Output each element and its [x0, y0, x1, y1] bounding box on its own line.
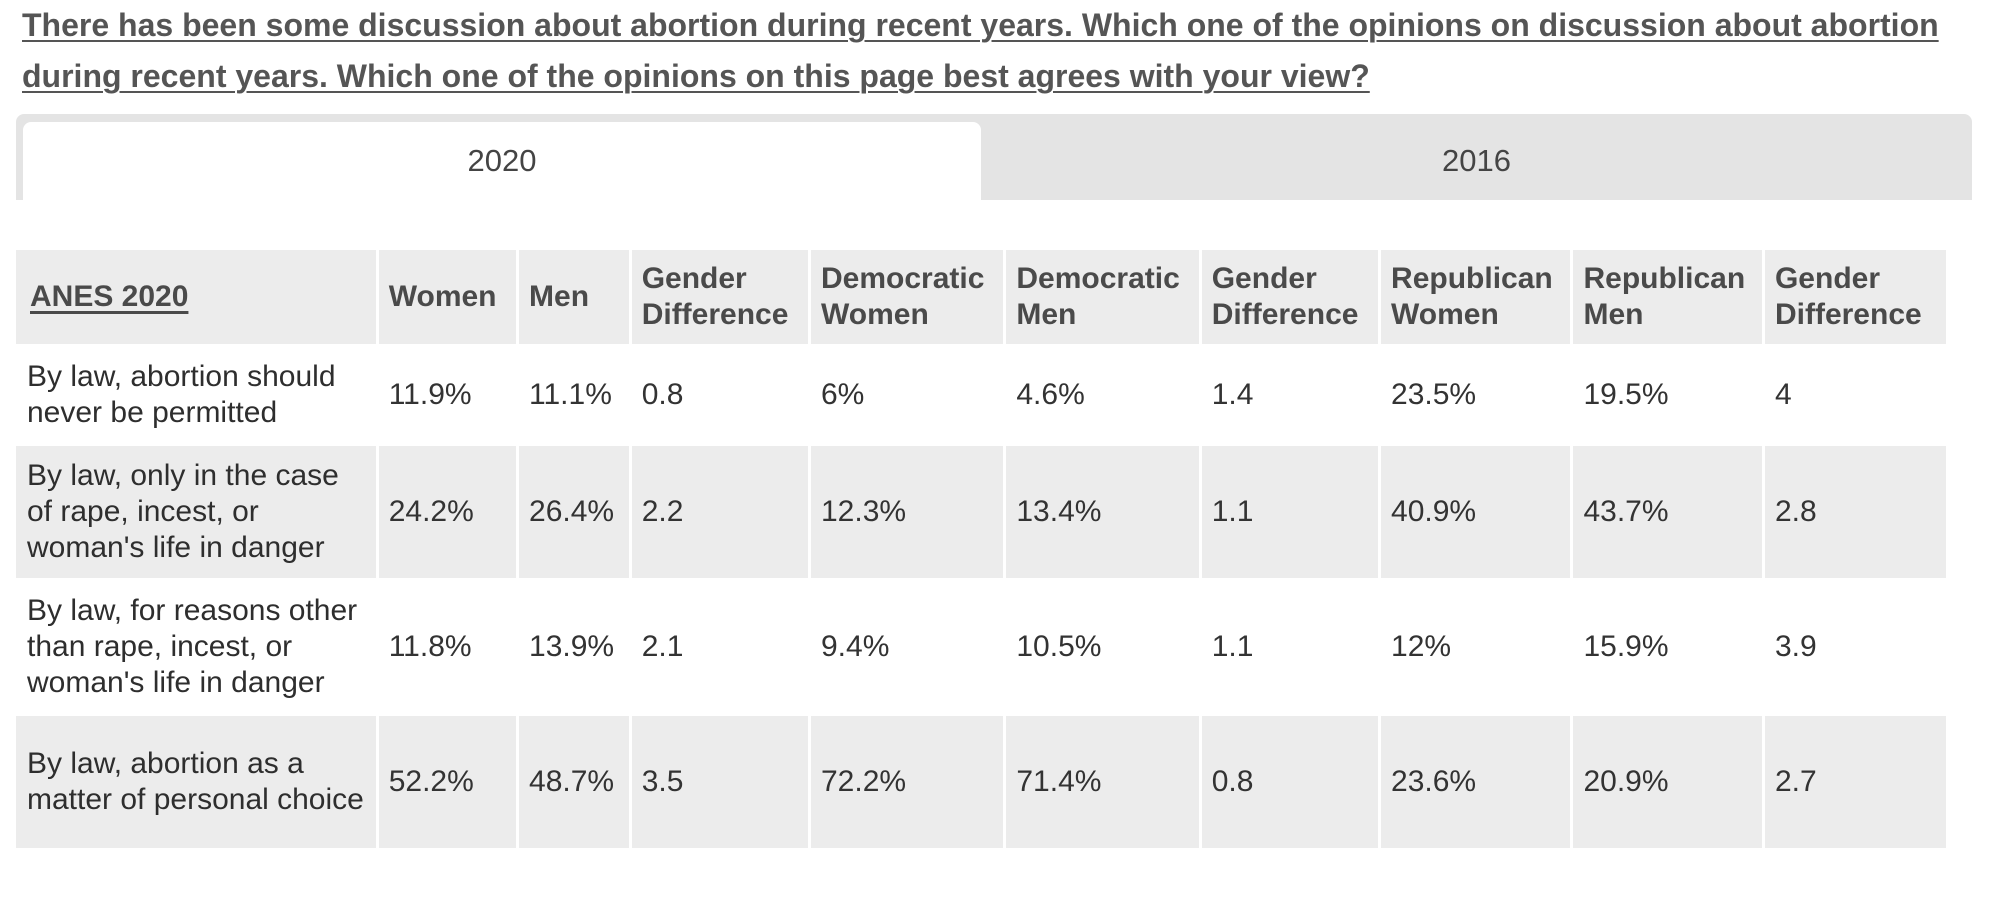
table-row: By law, abortion should never be permitt…	[16, 347, 1946, 443]
table-cell: 26.4%	[519, 446, 629, 578]
table-row: By law, abortion as a matter of personal…	[16, 716, 1946, 848]
table-cell: 4.6%	[1006, 347, 1199, 443]
table-row: By law, only in the case of rape, incest…	[16, 446, 1946, 578]
table-cell: 12.3%	[811, 446, 1004, 578]
results-table: ANES 2020 Women Men Gender Difference De…	[13, 247, 1949, 851]
table-cell: 11.8%	[378, 581, 517, 713]
table-cell: 19.5%	[1573, 347, 1762, 443]
table-cell: 1.1	[1201, 581, 1379, 713]
table-cell: 71.4%	[1006, 716, 1199, 848]
survey-question: There has been some discussion about abo…	[22, 7, 1939, 94]
year-tab-bar: 2020 2016	[16, 114, 1972, 200]
table-cell: 72.2%	[811, 716, 1004, 848]
table-cell: 2.8	[1764, 446, 1946, 578]
table-cell: 12%	[1381, 581, 1571, 713]
table-cell: 1.1	[1201, 446, 1379, 578]
table-cell: 2.7	[1764, 716, 1946, 848]
column-header: Gender Difference	[1201, 250, 1379, 344]
tab-2016[interactable]: 2016	[1442, 143, 1511, 178]
table-cell: 13.9%	[519, 581, 629, 713]
table-cell: 10.5%	[1006, 581, 1199, 713]
table-cell: 0.8	[1201, 716, 1379, 848]
column-header: Republican Men	[1573, 250, 1762, 344]
column-header: Republican Women	[1381, 250, 1571, 344]
table-cell: 3.9	[1764, 581, 1946, 713]
row-label: By law, for reasons other than rape, inc…	[16, 581, 376, 713]
table-cell: 6%	[811, 347, 1004, 443]
row-label: By law, abortion as a matter of personal…	[16, 716, 376, 848]
table-cell: 4	[1764, 347, 1946, 443]
table-cell: 11.1%	[519, 347, 629, 443]
table-title: ANES 2020	[16, 250, 376, 344]
table-cell: 52.2%	[378, 716, 517, 848]
table-cell: 2.1	[631, 581, 808, 713]
table-cell: 20.9%	[1573, 716, 1762, 848]
table-cell: 43.7%	[1573, 446, 1762, 578]
column-header: Men	[519, 250, 629, 344]
table-cell: 40.9%	[1381, 446, 1571, 578]
table-header-row: ANES 2020 Women Men Gender Difference De…	[16, 250, 1946, 344]
tab-2020[interactable]: 2020	[23, 122, 981, 200]
table-cell: 48.7%	[519, 716, 629, 848]
table-row: By law, for reasons other than rape, inc…	[16, 581, 1946, 713]
row-label: By law, abortion should never be permitt…	[16, 347, 376, 443]
table-cell: 13.4%	[1006, 446, 1199, 578]
table-cell: 2.2	[631, 446, 808, 578]
table-cell: 0.8	[631, 347, 808, 443]
column-header: Women	[378, 250, 517, 344]
table-cell: 23.5%	[1381, 347, 1571, 443]
column-header: Gender Difference	[631, 250, 808, 344]
table-cell: 11.9%	[378, 347, 517, 443]
table-cell: 23.6%	[1381, 716, 1571, 848]
table-cell: 3.5	[631, 716, 808, 848]
table-cell: 15.9%	[1573, 581, 1762, 713]
row-label: By law, only in the case of rape, incest…	[16, 446, 376, 578]
column-header: Democratic Women	[811, 250, 1004, 344]
table-cell: 1.4	[1201, 347, 1379, 443]
column-header: Gender Difference	[1764, 250, 1946, 344]
table-cell: 24.2%	[378, 446, 517, 578]
column-header: Democratic Men	[1006, 250, 1199, 344]
table-cell: 9.4%	[811, 581, 1004, 713]
